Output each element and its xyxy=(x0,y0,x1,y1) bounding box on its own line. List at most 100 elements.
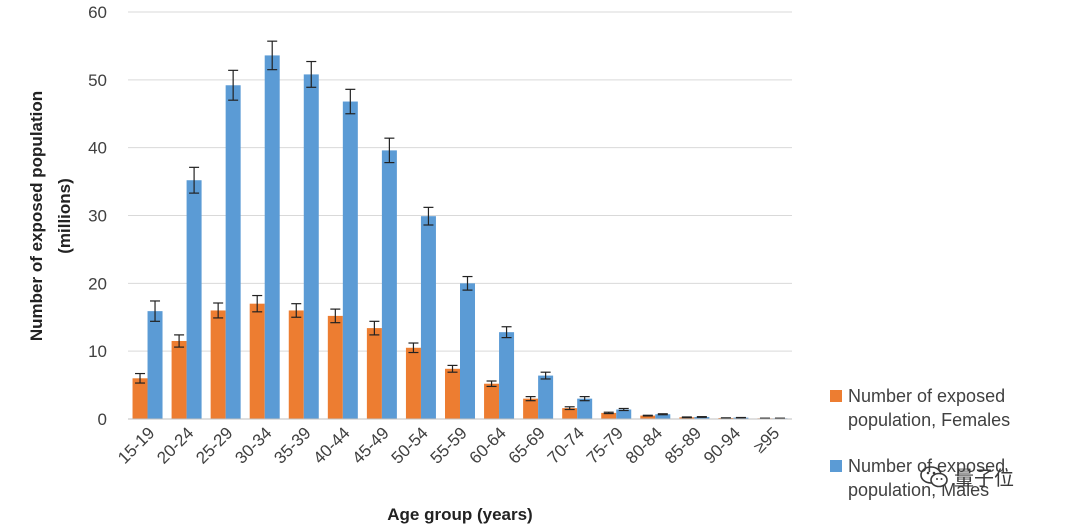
y-tick-label: 10 xyxy=(88,342,107,361)
legend-swatch-females xyxy=(830,390,842,402)
bar-males xyxy=(381,150,397,419)
bar-females xyxy=(249,303,265,419)
error-bar xyxy=(603,411,614,415)
x-tick-label: 90-94 xyxy=(700,423,744,467)
y-tick-label: 20 xyxy=(88,274,107,293)
error-bar xyxy=(696,416,707,418)
error-bar xyxy=(618,407,629,412)
error-bar xyxy=(252,294,263,313)
x-tick-label: 15-19 xyxy=(114,423,158,467)
bar-males xyxy=(342,101,358,419)
error-bars xyxy=(135,40,785,420)
bar-males xyxy=(147,311,163,419)
error-bar xyxy=(291,303,302,318)
legend-item-males: Number of exposed population, Males xyxy=(830,454,1070,502)
x-tick-label: 85-89 xyxy=(661,423,705,467)
bar-females xyxy=(484,383,500,419)
error-bar xyxy=(579,396,590,402)
x-tick-label: 75-79 xyxy=(583,423,627,467)
error-bar xyxy=(447,364,458,373)
x-tick-label: 25-29 xyxy=(192,423,236,467)
x-tick-label: 65-69 xyxy=(505,423,549,467)
error-bar xyxy=(330,308,341,324)
error-bar xyxy=(657,413,668,416)
error-bar xyxy=(189,166,200,194)
error-bar xyxy=(486,380,497,388)
x-tick-label: 30-34 xyxy=(231,423,275,467)
bar-males xyxy=(186,180,202,419)
error-bar xyxy=(369,320,380,336)
error-bar xyxy=(564,406,575,411)
legend: Number of exposed population, Females Nu… xyxy=(830,384,1070,524)
error-bar xyxy=(345,88,356,115)
bar-females xyxy=(405,347,421,419)
bar-males xyxy=(577,398,593,419)
error-bar xyxy=(267,40,278,71)
bar-females xyxy=(171,340,187,419)
bar-females xyxy=(288,310,304,419)
error-bar xyxy=(423,206,434,226)
bar-females xyxy=(445,368,460,419)
error-bar xyxy=(174,334,185,348)
error-bar xyxy=(540,371,551,380)
legend-swatch-males xyxy=(830,460,842,472)
error-bar xyxy=(213,302,224,319)
y-tick-label: 0 xyxy=(98,410,107,429)
legend-label-females: Number of exposed population, Females xyxy=(848,386,1011,430)
bar-males xyxy=(694,416,710,419)
bar-females xyxy=(132,378,148,419)
x-tick-labels: 15-1920-2425-2930-3435-3940-4445-4950-54… xyxy=(114,423,783,467)
bar-males xyxy=(225,85,241,419)
error-bar xyxy=(462,275,473,291)
error-bar xyxy=(150,300,161,322)
x-tick-label: 55-59 xyxy=(427,423,471,467)
bar-males xyxy=(303,74,319,419)
error-bar xyxy=(642,414,653,417)
y-axis-title-line2: (millions) xyxy=(55,178,74,254)
bar-males xyxy=(499,332,515,419)
bar-females xyxy=(327,315,343,419)
bar-males xyxy=(616,409,632,419)
error-bar xyxy=(501,326,512,339)
y-tick-label: 40 xyxy=(88,139,107,158)
y-axis-title-line1: Number of exposed population xyxy=(27,91,46,341)
x-tick-label: 50-54 xyxy=(388,423,432,467)
x-tick-label: 60-64 xyxy=(466,423,510,467)
bar-females xyxy=(523,398,539,419)
x-tick-label: 70-74 xyxy=(544,423,588,467)
bar-females xyxy=(640,415,656,419)
bar-males xyxy=(460,283,475,419)
error-bar xyxy=(135,372,146,384)
bar-females xyxy=(562,408,578,419)
watermark: 量子位 xyxy=(920,462,1014,491)
x-tick-label: 80-84 xyxy=(622,423,666,467)
x-tick-label: 20-24 xyxy=(153,423,197,467)
bar-males xyxy=(264,55,280,420)
x-tick-label: 40-44 xyxy=(309,423,353,467)
x-tick-label: 45-49 xyxy=(349,423,393,467)
watermark-text: 量子位 xyxy=(954,466,1014,490)
legend-item-females: Number of exposed population, Females xyxy=(830,384,1070,432)
y-tick-labels: 0 10 20 30 40 50 60 xyxy=(88,3,107,429)
y-tick-label: 30 xyxy=(88,207,107,226)
error-bar xyxy=(228,69,239,101)
legend-label-males: Number of exposed population, Males xyxy=(848,456,1006,500)
bar-females xyxy=(210,310,226,419)
error-bar xyxy=(306,60,317,88)
x-tick-label: ≥95 xyxy=(750,423,783,456)
bar-males xyxy=(538,375,554,419)
bar-females xyxy=(366,328,382,419)
error-bar xyxy=(408,342,419,354)
bar-females xyxy=(601,412,617,419)
bar-males xyxy=(420,216,436,419)
y-tick-label: 60 xyxy=(88,3,107,22)
x-axis-title: Age group (years) xyxy=(387,505,532,524)
x-tick-label: 35-39 xyxy=(270,423,314,467)
error-bar xyxy=(384,137,395,164)
error-bar xyxy=(681,416,692,419)
wechat-icon xyxy=(920,465,948,487)
bar-males xyxy=(655,414,671,419)
bars xyxy=(132,55,788,420)
y-tick-label: 50 xyxy=(88,71,107,90)
